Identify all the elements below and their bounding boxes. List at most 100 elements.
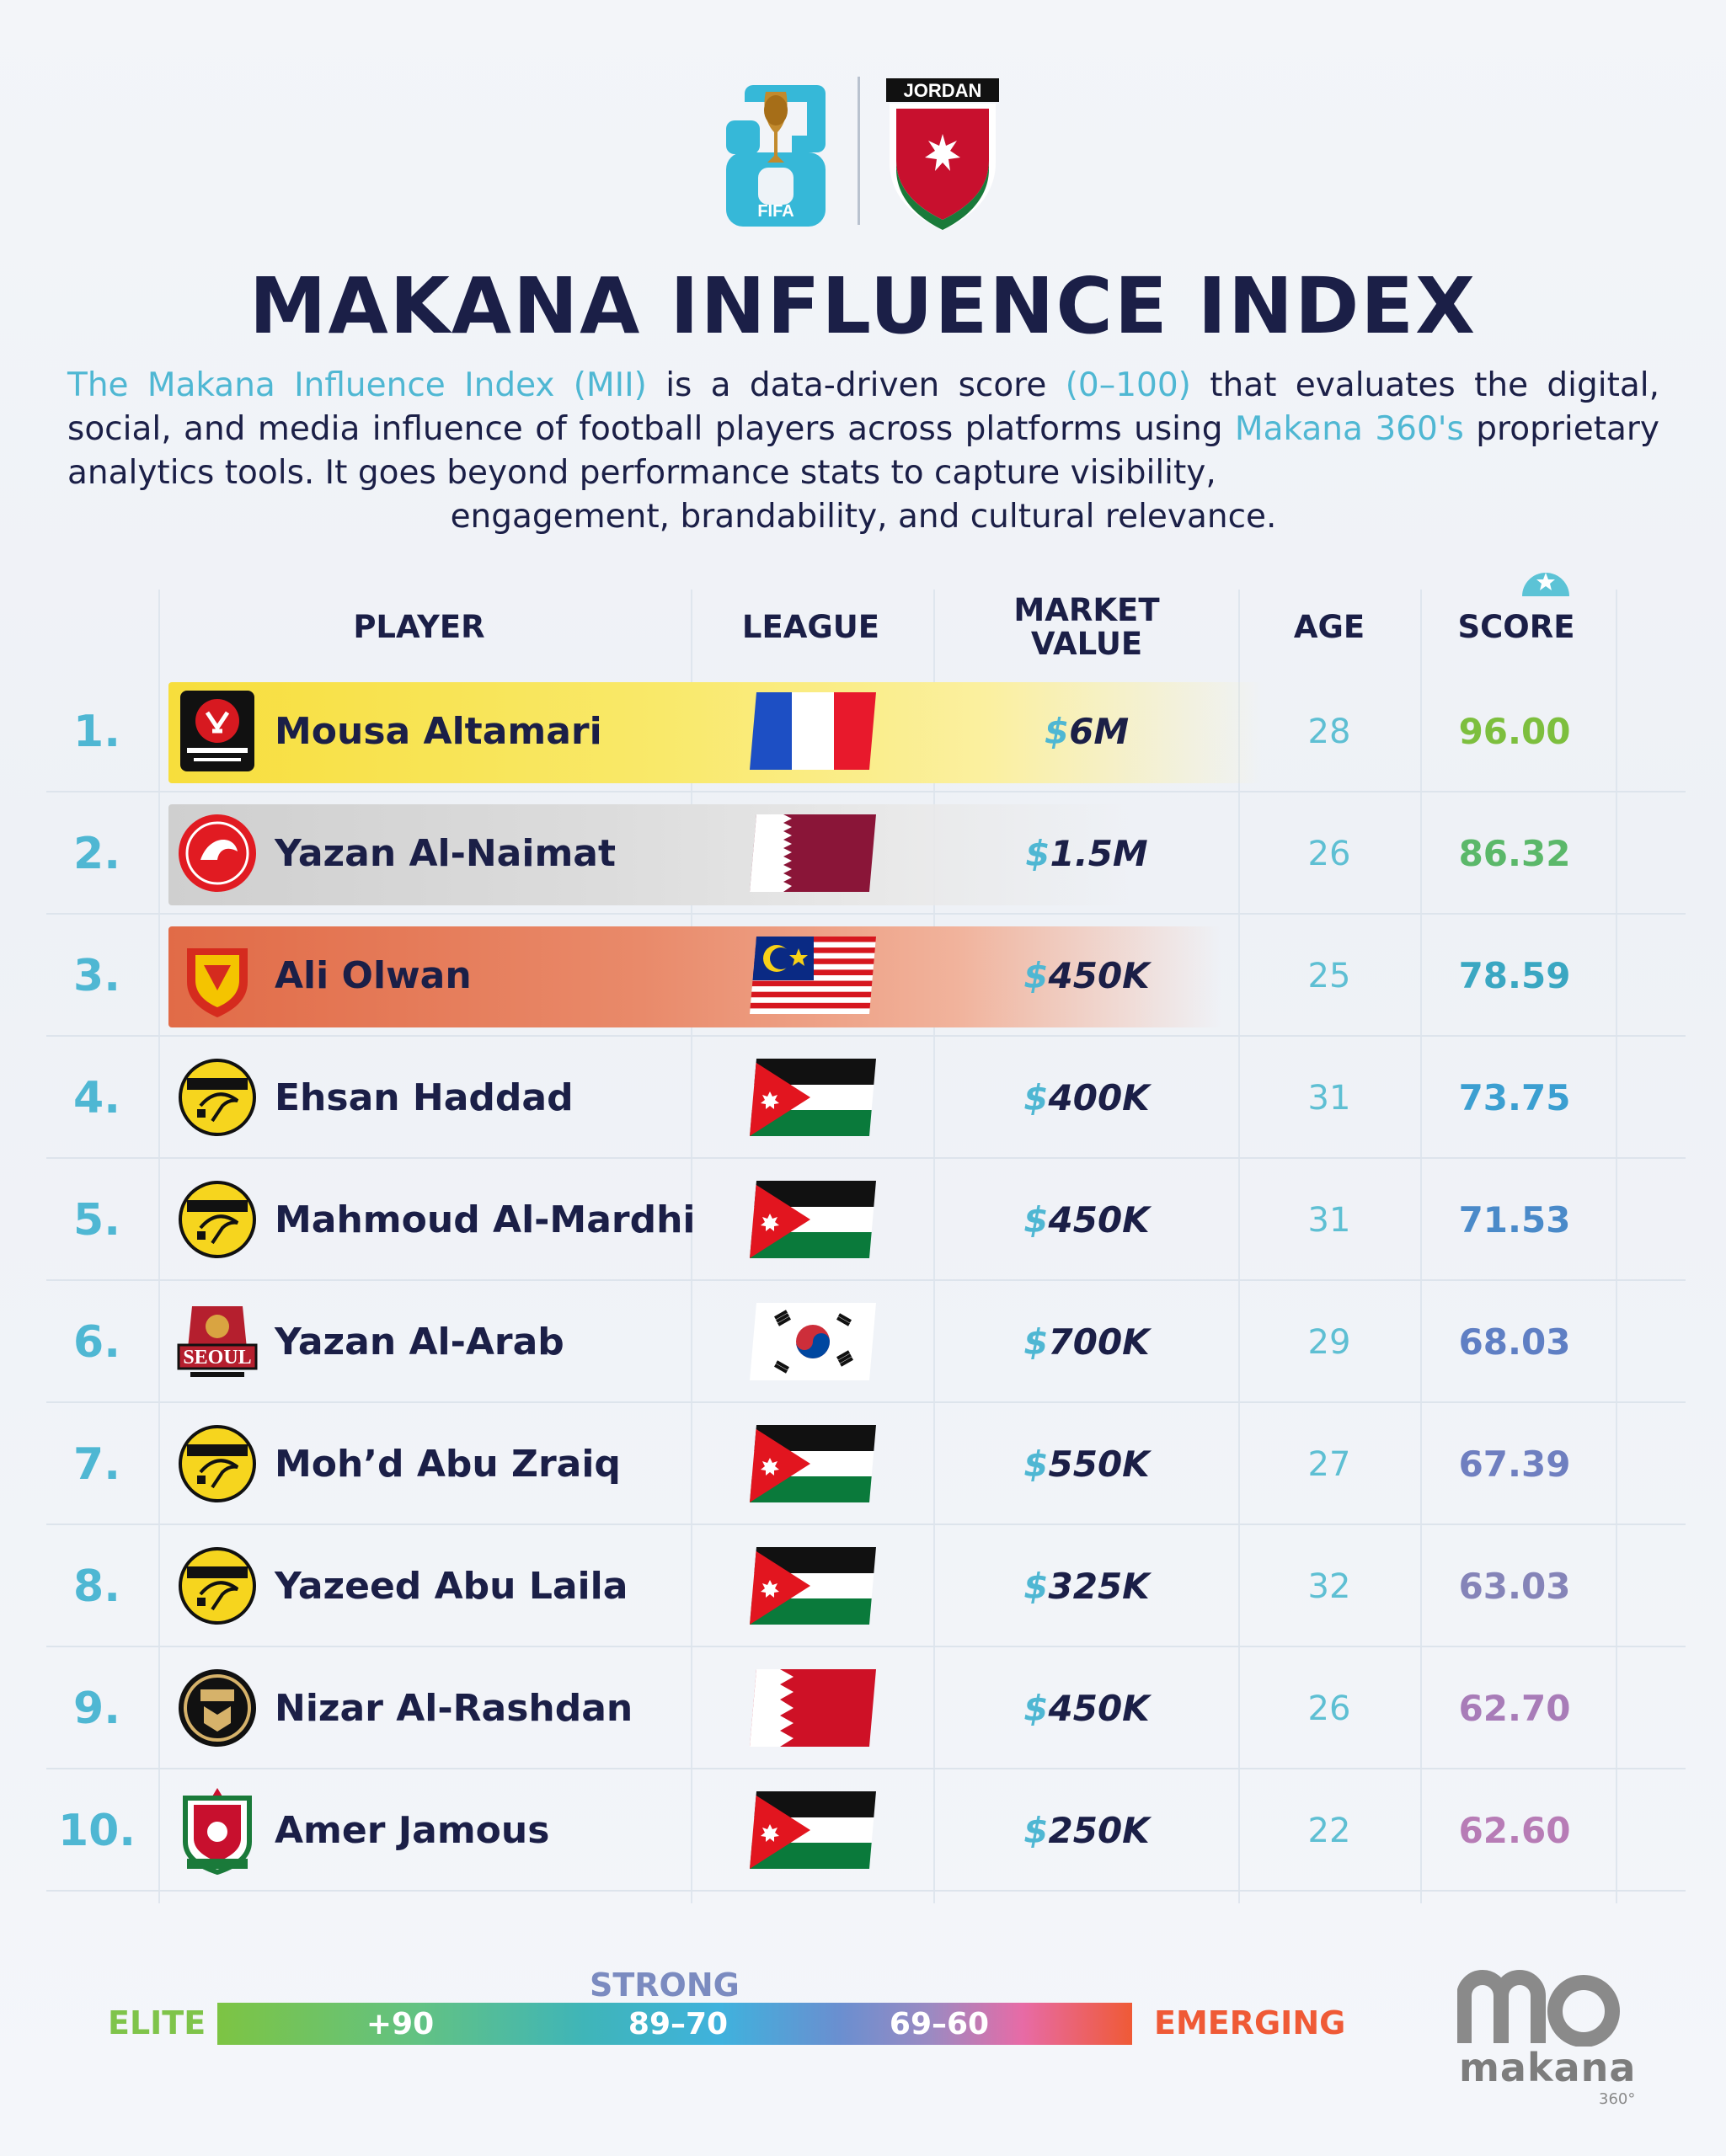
- header-league: LEAGUE: [741, 609, 880, 645]
- row-divider: [46, 1768, 1686, 1769]
- score-legend: ELITE STRONG +90 89–70 69–60 EMERGING: [0, 1954, 1726, 2072]
- jordan-flag: [750, 1547, 876, 1625]
- south-korea-flag: [750, 1303, 876, 1380]
- grid-line: [691, 590, 692, 1903]
- market-value-amount: 325K: [1048, 1566, 1150, 1607]
- intro-text-1: is a data-driven score: [646, 366, 1066, 404]
- legend-elite: ELITE: [108, 2004, 206, 2041]
- intro-score-range: (0–100): [1065, 366, 1191, 404]
- al-hussein-crest: [179, 1547, 256, 1625]
- table-row: 9. Nizar Al-Rashdan $450K 26 62.70: [0, 1647, 1726, 1769]
- fifa-world-cup-26-logo: FIFA: [726, 85, 826, 227]
- jordan-flag: [750, 1425, 876, 1502]
- rank-number: 7.: [73, 1438, 120, 1490]
- legend-range-emerging: 69–60: [889, 2006, 990, 2041]
- grid-line: [158, 590, 160, 1903]
- header-logos: FIFA JORDAN: [0, 72, 1726, 232]
- table-row: 6. SEOUL Yazan Al-Arab $700K 29 68.03: [0, 1281, 1726, 1403]
- player-name: Mousa Altamari: [275, 710, 602, 753]
- rank-number: 2.: [73, 828, 120, 879]
- market-value: $1.5M: [935, 792, 1238, 915]
- stade-rennais-crest: [180, 691, 254, 771]
- malaysia-flag: [750, 937, 876, 1014]
- makana-logo: makana 360°: [1457, 1962, 1635, 2131]
- jordan-flag: [750, 1181, 876, 1258]
- rank-number: 10.: [57, 1805, 136, 1856]
- market-value-amount: 400K: [1048, 1077, 1150, 1118]
- player-age: 22: [1307, 1811, 1351, 1850]
- market-value-amount: 700K: [1048, 1321, 1150, 1363]
- player-name: Mahmoud Al-Mardhi: [275, 1198, 696, 1241]
- selangor-crest: [187, 948, 248, 1017]
- player-name: Ehsan Haddad: [275, 1076, 574, 1119]
- rank-number: 3.: [73, 950, 120, 1001]
- currency-symbol: $: [1023, 955, 1049, 996]
- al-hussein-crest: [179, 1425, 256, 1502]
- legend-gradient-bar: [217, 2003, 1132, 2045]
- influence-score: 63.03: [1458, 1566, 1571, 1607]
- header-player: PLAYER: [353, 609, 485, 645]
- player-age: 28: [1307, 712, 1351, 751]
- player-age: 27: [1307, 1444, 1351, 1484]
- grid-line: [1616, 590, 1617, 1903]
- currency-symbol: $: [1023, 1566, 1049, 1607]
- row-divider: [46, 1890, 1686, 1892]
- jordan-fa-logo: JORDAN: [886, 78, 999, 230]
- fifa-label: FIFA: [757, 202, 794, 221]
- table-row: 3. Ali Olwan $450K 25 78.59: [0, 915, 1726, 1037]
- rank-highlight-bar: [168, 682, 1264, 783]
- currency-symbol: $: [1044, 711, 1070, 752]
- row-divider: [46, 1157, 1686, 1159]
- row-divider: [46, 1646, 1686, 1647]
- intro-text-2: that evaluates the digital, social, and …: [67, 366, 1659, 448]
- currency-symbol: $: [1023, 1444, 1049, 1485]
- intro-paragraph: The Makana Influence Index (MII) is a da…: [67, 364, 1659, 539]
- market-value: $450K: [935, 1159, 1238, 1281]
- bahrain-flag: [750, 1669, 876, 1747]
- intro-mii-name: The Makana Influence Index (MII): [67, 366, 647, 404]
- legend-range-strong: 89–70: [628, 2006, 729, 2041]
- score-gauge-icon: [1522, 573, 1569, 596]
- influence-score: 71.53: [1458, 1199, 1571, 1241]
- table-row: 7. Moh’d Abu Zraiq $550K 27 67.39: [0, 1403, 1726, 1525]
- player-age: 25: [1307, 956, 1351, 995]
- influence-score: 67.39: [1458, 1444, 1571, 1485]
- table-row: 10. Amer Jamous $250K 22 62.60: [0, 1769, 1726, 1892]
- table-row: 8. Yazeed Abu Laila $325K 32 63.03: [0, 1525, 1726, 1647]
- jordan-label: JORDAN: [904, 80, 982, 101]
- market-value: $325K: [935, 1525, 1238, 1647]
- influence-score: 68.03: [1458, 1321, 1571, 1363]
- market-value: $450K: [935, 915, 1238, 1037]
- currency-symbol: $: [1023, 1321, 1049, 1363]
- header-market-value-line2: VALUE: [1030, 626, 1143, 662]
- rank-number: 5.: [73, 1194, 120, 1246]
- rank-highlight-bar: [168, 804, 1137, 905]
- legend-emerging: EMERGING: [1154, 2004, 1346, 2041]
- header-score: SCORE: [1457, 609, 1575, 645]
- legend-strong: STRONG: [590, 1967, 740, 2004]
- currency-symbol: $: [1023, 1077, 1049, 1118]
- table-row: 4. Ehsan Haddad $400K 31 73.75: [0, 1037, 1726, 1159]
- player-name: Nizar Al-Rashdan: [275, 1687, 633, 1730]
- player-name: Yazeed Abu Laila: [275, 1565, 628, 1608]
- market-value: $700K: [935, 1281, 1238, 1403]
- rank-number: 4.: [73, 1072, 120, 1123]
- grid-line: [933, 590, 935, 1903]
- rank-number: 9.: [73, 1683, 120, 1734]
- market-value-amount: 450K: [1048, 1688, 1150, 1729]
- al-wehdat-crest: [183, 1788, 252, 1875]
- player-name: Yazan Al-Arab: [275, 1321, 564, 1364]
- table-row: 1. Mousa Altamari $6M 28 96.00: [0, 670, 1726, 792]
- player-name: Ali Olwan: [275, 954, 472, 997]
- currency-symbol: $: [1023, 1688, 1049, 1729]
- influence-score: 96.00: [1458, 711, 1571, 752]
- player-age: 26: [1307, 834, 1351, 873]
- currency-symbol: $: [1023, 1810, 1049, 1851]
- influence-score: 78.59: [1458, 955, 1571, 996]
- market-value-amount: 6M: [1069, 711, 1130, 752]
- currency-symbol: $: [1025, 833, 1050, 874]
- al-hussein-crest: [179, 1181, 256, 1258]
- ranking-table: PLAYER LEAGUE MARKET VALUE AGE SCORE 1. M…: [0, 573, 1726, 1912]
- jordan-flag: [750, 1059, 876, 1136]
- page-title: MAKANA INFLUENCE INDEX: [248, 261, 1478, 351]
